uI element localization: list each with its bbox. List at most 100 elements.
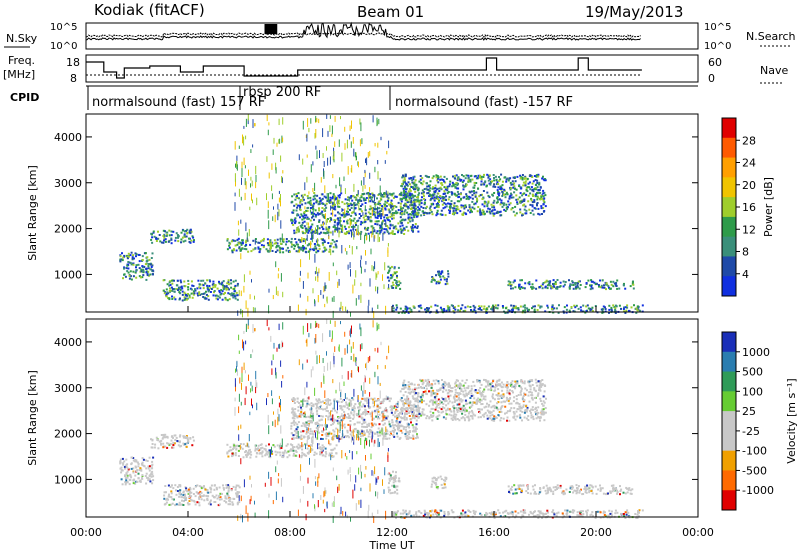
echo-pixel	[248, 452, 251, 455]
echo-pixel	[406, 192, 409, 195]
noise-streak	[374, 261, 376, 270]
echo-pixel	[454, 177, 457, 180]
echo-pixel	[127, 252, 130, 255]
echo-pixel	[446, 185, 449, 188]
echo-pixel	[236, 243, 239, 246]
echo-pixel	[447, 270, 449, 273]
echo-pixel	[401, 224, 404, 227]
echo-pixel	[190, 239, 193, 242]
echo-pixel	[179, 492, 182, 495]
echo-pixel	[423, 188, 426, 191]
noise-streak	[377, 287, 379, 294]
echo-pixel	[164, 485, 167, 487]
echo-pixel	[483, 205, 486, 208]
echo-pixel	[398, 429, 401, 432]
echo-pixel	[352, 407, 355, 410]
echo-pixel	[360, 405, 363, 408]
echo-pixel	[168, 284, 171, 287]
noise-streak	[340, 187, 342, 193]
echo-pixel	[232, 292, 235, 295]
echo-pixel	[139, 467, 142, 470]
echo-pixel	[190, 491, 193, 494]
noise-streak	[271, 163, 273, 170]
echo-pixel	[390, 478, 393, 481]
echo-pixel	[197, 279, 200, 282]
echo-pixel	[129, 261, 132, 264]
echo-pixel	[300, 226, 303, 229]
echo-pixel	[488, 196, 491, 199]
echo-pixel	[360, 220, 363, 223]
echo-pixel	[510, 196, 513, 199]
echo-pixel	[162, 433, 165, 436]
echo-pixel	[217, 295, 220, 298]
echo-pixel	[427, 192, 430, 194]
echo-pixel	[185, 435, 188, 437]
echo-pixel	[257, 444, 260, 447]
echo-pixel	[358, 217, 361, 220]
echo-pixel	[415, 200, 418, 203]
echo-pixel	[529, 388, 532, 391]
echo-pixel	[298, 436, 301, 439]
noise-streak	[270, 244, 271, 252]
echo-pixel	[383, 216, 386, 219]
echo-pixel	[138, 480, 141, 483]
noise-streak	[332, 310, 334, 318]
echo-pixel	[298, 246, 301, 249]
echo-pixel	[579, 284, 582, 286]
echo-pixel	[339, 194, 341, 197]
echo-pixel	[310, 237, 313, 240]
echo-pixel	[332, 206, 335, 209]
echo-pixel	[300, 456, 303, 459]
echo-pixel	[322, 243, 325, 246]
echo-pixel	[185, 496, 188, 499]
echo-pixel	[120, 471, 123, 474]
echo-pixel	[123, 267, 125, 270]
echo-pixel	[298, 221, 301, 224]
noise-streak	[360, 255, 362, 260]
echo-pixel	[179, 434, 182, 437]
echo-pixel	[589, 309, 592, 312]
echo-pixel	[445, 186, 447, 189]
echo-pixel	[310, 449, 313, 451]
echo-pixel	[441, 213, 444, 216]
echo-pixel	[227, 487, 230, 490]
echo-pixel	[405, 205, 408, 208]
echo-pixel	[624, 306, 627, 309]
echo-pixel	[121, 469, 124, 472]
echo-pixel	[203, 485, 205, 488]
echo-pixel	[179, 279, 182, 282]
echo-pixel	[346, 222, 349, 225]
echo-pixel	[372, 193, 374, 196]
echo-pixel	[318, 219, 321, 222]
echo-pixel	[345, 403, 348, 406]
echo-pixel	[517, 308, 520, 311]
echo-pixel	[386, 199, 389, 202]
echo-pixel	[298, 247, 301, 250]
nsky-label: N.Sky	[6, 32, 38, 45]
echo-pixel	[355, 224, 357, 226]
echo-pixel	[238, 501, 241, 504]
noise-streak	[249, 294, 251, 300]
echo-pixel	[374, 223, 377, 225]
echo-pixel	[323, 216, 326, 219]
echo-pixel	[279, 447, 282, 450]
echo-pixel	[302, 245, 304, 247]
echo-pixel	[430, 414, 432, 417]
echo-pixel	[141, 457, 144, 460]
echo-pixel	[496, 189, 499, 192]
echo-pixel	[480, 180, 483, 183]
echo-pixel	[411, 181, 414, 184]
echo-pixel	[390, 285, 393, 288]
noise-streak	[356, 246, 358, 250]
echo-pixel	[459, 410, 462, 413]
echo-pixel	[130, 263, 133, 266]
echo-pixel	[457, 176, 460, 179]
echo-pixel	[151, 473, 154, 476]
echo-pixel	[134, 474, 137, 477]
echo-pixel	[279, 251, 282, 254]
echo-pixel	[439, 278, 442, 281]
echo-pixel	[321, 193, 324, 196]
echo-pixel	[333, 240, 336, 243]
echo-pixel	[160, 241, 163, 244]
echo-pixel	[332, 246, 335, 249]
